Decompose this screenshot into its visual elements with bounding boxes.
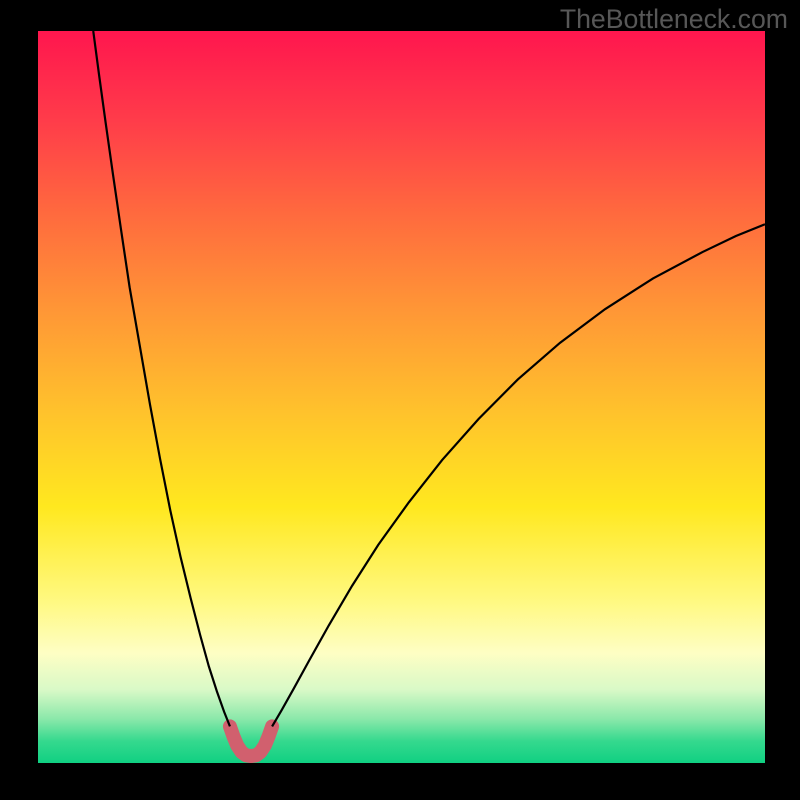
watermark-text: TheBottleneck.com — [560, 4, 788, 35]
chart-background — [38, 31, 765, 763]
